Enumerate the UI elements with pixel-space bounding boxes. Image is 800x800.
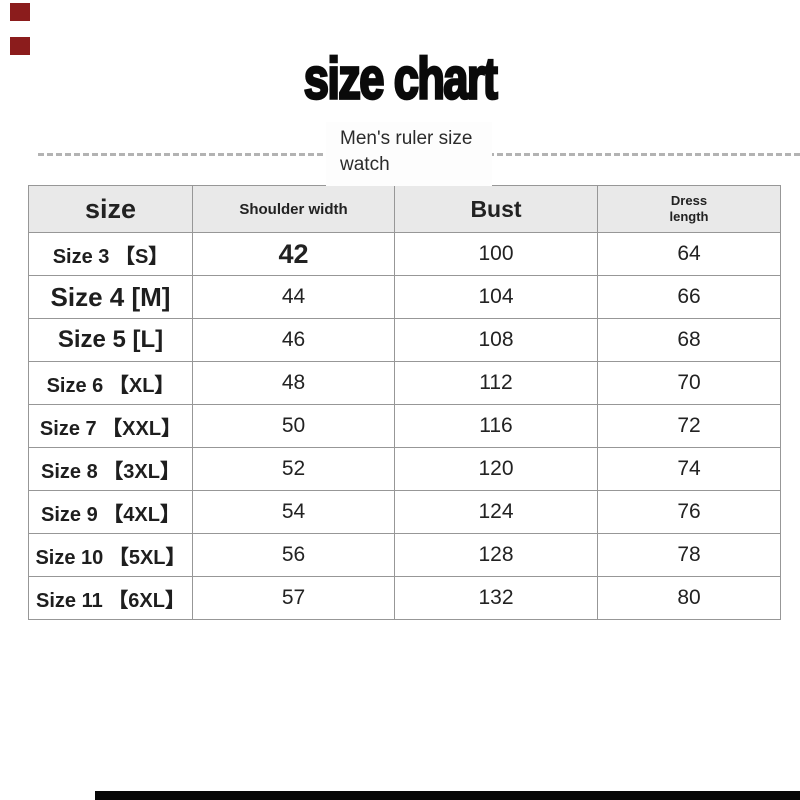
bust-cell: 104 [394, 275, 598, 319]
bust-cell: 128 [394, 533, 598, 577]
column-header-shoulder-width: Shoulder width [192, 185, 395, 233]
size-cell: Size 9 【4XL】 [28, 490, 193, 534]
dress-length-cell: 76 [597, 490, 781, 534]
shoulder-width-cell: 44 [192, 275, 395, 319]
table-row: Size 6 【XL】 48 112 70 [28, 361, 781, 405]
red-marker-bottom-icon [10, 37, 30, 55]
size-cell: Size 11 【6XL】 [28, 576, 193, 620]
shoulder-width-cell: 56 [192, 533, 395, 577]
shoulder-width-cell: 57 [192, 576, 395, 620]
column-header-size: size [28, 185, 193, 233]
size-table: size Shoulder width Bust Dress length Si… [28, 185, 781, 620]
dress-length-cell: 64 [597, 232, 781, 276]
shoulder-width-cell: 52 [192, 447, 395, 491]
bottom-black-bar [95, 791, 800, 800]
dress-length-cell: 80 [597, 576, 781, 620]
red-marker-top-icon [10, 3, 30, 21]
table-row: Size 7 【XXL】 50 116 72 [28, 404, 781, 448]
column-header-dress-length: Dress length [597, 185, 781, 233]
table-row: Size 3 【S】 42 100 64 [28, 232, 781, 276]
shoulder-width-cell: 46 [192, 318, 395, 362]
shoulder-width-cell: 42 [192, 232, 395, 276]
shoulder-width-cell: 48 [192, 361, 395, 405]
shoulder-width-cell: 50 [192, 404, 395, 448]
table-row: Size 11 【6XL】 57 132 80 [28, 576, 781, 620]
subtitle-line2: watch [340, 154, 390, 175]
bust-cell: 132 [394, 576, 598, 620]
bust-cell: 116 [394, 404, 598, 448]
dress-length-cell: 68 [597, 318, 781, 362]
subtitle: Men's ruler size watch [326, 122, 492, 186]
size-cell: Size 3 【S】 [28, 232, 193, 276]
bust-cell: 108 [394, 318, 598, 362]
size-cell: Size 6 【XL】 [28, 361, 193, 405]
dress-length-cell: 66 [597, 275, 781, 319]
bust-cell: 120 [394, 447, 598, 491]
dress-length-cell: 70 [597, 361, 781, 405]
subtitle-line1: Men's ruler size [340, 128, 473, 149]
dress-length-cell: 72 [597, 404, 781, 448]
shoulder-width-cell: 54 [192, 490, 395, 534]
size-cell: Size 7 【XXL】 [28, 404, 193, 448]
size-cell: Size 4 [M] [28, 275, 193, 319]
size-cell: Size 10 【5XL】 [28, 533, 193, 577]
column-header-bust: Bust [394, 185, 598, 233]
page-title: size chart [303, 45, 499, 113]
table-row: Size 9 【4XL】 54 124 76 [28, 490, 781, 534]
dress-length-cell: 78 [597, 533, 781, 577]
table-row: Size 8 【3XL】 52 120 74 [28, 447, 781, 491]
bust-cell: 124 [394, 490, 598, 534]
table-row: Size 5 [L] 46 108 68 [28, 318, 781, 362]
size-table-body: Size 3 【S】 42 100 64 Size 4 [M] 44 104 66 Size 5… [28, 232, 781, 620]
size-cell: Size 5 [L] [28, 318, 193, 362]
table-row: Size 4 [M] 44 104 66 [28, 275, 781, 319]
column-header-dress-length-label: Dress length [669, 193, 709, 224]
dress-length-cell: 74 [597, 447, 781, 491]
size-cell: Size 8 【3XL】 [28, 447, 193, 491]
table-header-row: size Shoulder width Bust Dress length [28, 185, 781, 233]
table-row: Size 10 【5XL】 56 128 78 [28, 533, 781, 577]
bust-cell: 100 [394, 232, 598, 276]
bust-cell: 112 [394, 361, 598, 405]
